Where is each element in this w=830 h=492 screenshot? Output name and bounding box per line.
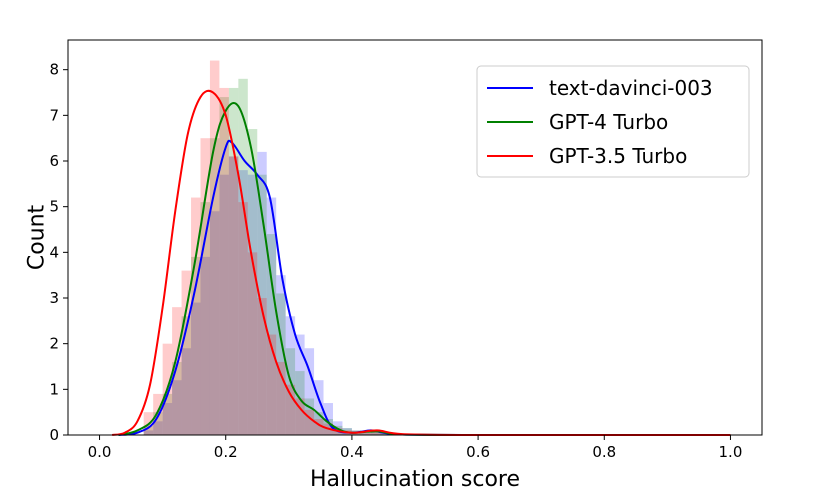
hist-bar-s0-15 bbox=[285, 316, 296, 435]
hist-bar-s1-1 bbox=[153, 412, 163, 435]
y-tick-label: 6 bbox=[49, 152, 59, 170]
legend-label-1: GPT-4 Turbo bbox=[549, 110, 668, 134]
hist-bar-s2-7 bbox=[209, 60, 220, 436]
y-tick-label: 5 bbox=[49, 198, 59, 216]
hist-bar-s0-4 bbox=[181, 348, 192, 435]
hist-bar-s2-11 bbox=[247, 252, 258, 435]
hist-bar-s2-3 bbox=[172, 307, 182, 435]
x-axis-label: Hallucination score bbox=[310, 467, 520, 492]
y-tick-label: 1 bbox=[49, 380, 59, 398]
hist-bar-s0-13 bbox=[266, 197, 277, 435]
hist-bar-s2-24 bbox=[370, 430, 381, 435]
hist-bar-s1-4 bbox=[181, 316, 192, 435]
hist-bar-s2-13 bbox=[266, 334, 277, 435]
y-tick-label: 0 bbox=[49, 426, 59, 444]
hist-bar-s1-7 bbox=[209, 138, 220, 435]
hist-bar-s0-1 bbox=[153, 421, 163, 435]
hist-bar-s0-14 bbox=[276, 275, 286, 435]
hist-bar-s0-3 bbox=[172, 380, 182, 435]
x-tick-label: 0.2 bbox=[214, 443, 238, 461]
legend-label-0: text-davinci-003 bbox=[549, 76, 713, 100]
hist-bar-s0-24 bbox=[370, 430, 381, 435]
x-tick-label: 0.4 bbox=[340, 443, 364, 461]
hist-bar-s2-16 bbox=[295, 398, 305, 435]
hist-bar-s1-9 bbox=[228, 87, 239, 435]
hist-bar-s2-9 bbox=[228, 156, 239, 435]
hist-bar-s0-10 bbox=[238, 170, 248, 435]
y-tick-label: 4 bbox=[49, 243, 59, 261]
hist-bar-s1-6 bbox=[200, 202, 210, 435]
legend: text-davinci-003 GPT-4 Turbo GPT-3.5 Turbo bbox=[476, 65, 750, 178]
hist-bar-s2-23 bbox=[361, 432, 371, 435]
y-tick-label: 8 bbox=[49, 61, 59, 79]
x-tick-label: 1.0 bbox=[719, 443, 743, 461]
hist-bar-s0-18 bbox=[314, 380, 324, 435]
hist-bar-s2-15 bbox=[285, 384, 296, 435]
y-tick-label: 2 bbox=[49, 335, 59, 353]
hist-bar-s1-3 bbox=[172, 361, 182, 435]
hist-bar-s0-6 bbox=[200, 256, 210, 435]
plot-frame bbox=[67, 39, 763, 436]
hist-bar-s2-5 bbox=[191, 197, 201, 435]
hist-bar-s2-6 bbox=[200, 138, 210, 435]
hist-bar-s1-19 bbox=[323, 419, 333, 435]
hist-bar-s2-17 bbox=[304, 409, 315, 435]
hist-bar-s1-10 bbox=[238, 78, 248, 435]
hist-bar-s2-4 bbox=[181, 270, 192, 435]
hist-bar-s1-8 bbox=[219, 97, 229, 435]
hist-bar-s0-0 bbox=[143, 430, 154, 435]
hist-bar-s1-14 bbox=[276, 293, 286, 435]
hist-bar-s0-19 bbox=[323, 403, 333, 435]
hist-bar-s0-11 bbox=[247, 174, 258, 435]
hist-bar-s0-23 bbox=[361, 432, 371, 435]
x-tick-label: 0.6 bbox=[466, 443, 490, 461]
hist-bar-s2-8 bbox=[219, 87, 229, 435]
hist-bar-s1-16 bbox=[295, 371, 305, 435]
histogram-bars bbox=[143, 60, 400, 436]
y-tick-label: 3 bbox=[49, 289, 59, 307]
x-tick-label: 0.8 bbox=[592, 443, 616, 461]
x-tick-label: 0.0 bbox=[88, 443, 112, 461]
hist-bar-s1-15 bbox=[285, 348, 296, 435]
hist-bar-s2-18 bbox=[314, 419, 324, 435]
legend-label-2: GPT-3.5 Turbo bbox=[549, 144, 687, 168]
hist-bar-s0-5 bbox=[191, 302, 201, 435]
hist-bar-s0-2 bbox=[162, 403, 173, 435]
hist-bar-s2-12 bbox=[257, 298, 267, 435]
hist-bar-s0-12 bbox=[257, 151, 267, 435]
y-axis-ticks: 0 1 2 3 4 5 6 7 8 bbox=[49, 61, 68, 444]
hist-bar-s0-8 bbox=[219, 174, 229, 435]
hist-bar-s1-13 bbox=[266, 234, 277, 435]
hist-bar-s1-23 bbox=[361, 432, 371, 435]
hist-bar-s2-14 bbox=[276, 361, 286, 435]
hist-bar-s0-16 bbox=[295, 334, 305, 435]
y-tick-label: 7 bbox=[49, 106, 59, 124]
hist-bar-s1-0 bbox=[143, 425, 154, 435]
x-axis-ticks: 0.0 0.2 0.4 0.6 0.8 1.0 bbox=[88, 435, 743, 461]
hist-bar-s1-24 bbox=[370, 430, 381, 435]
y-axis-label: Count bbox=[25, 204, 50, 270]
hist-bar-s0-9 bbox=[228, 156, 239, 435]
hist-bar-s0-17 bbox=[304, 348, 315, 435]
hist-bar-s0-7 bbox=[209, 211, 220, 435]
legend-box bbox=[476, 65, 750, 178]
hist-bar-s1-11 bbox=[247, 129, 258, 436]
hist-bar-s2-10 bbox=[238, 202, 248, 435]
kde-line-2 bbox=[111, 89, 731, 437]
hist-bar-s1-5 bbox=[191, 256, 201, 435]
hist-bar-s1-2 bbox=[162, 393, 173, 435]
